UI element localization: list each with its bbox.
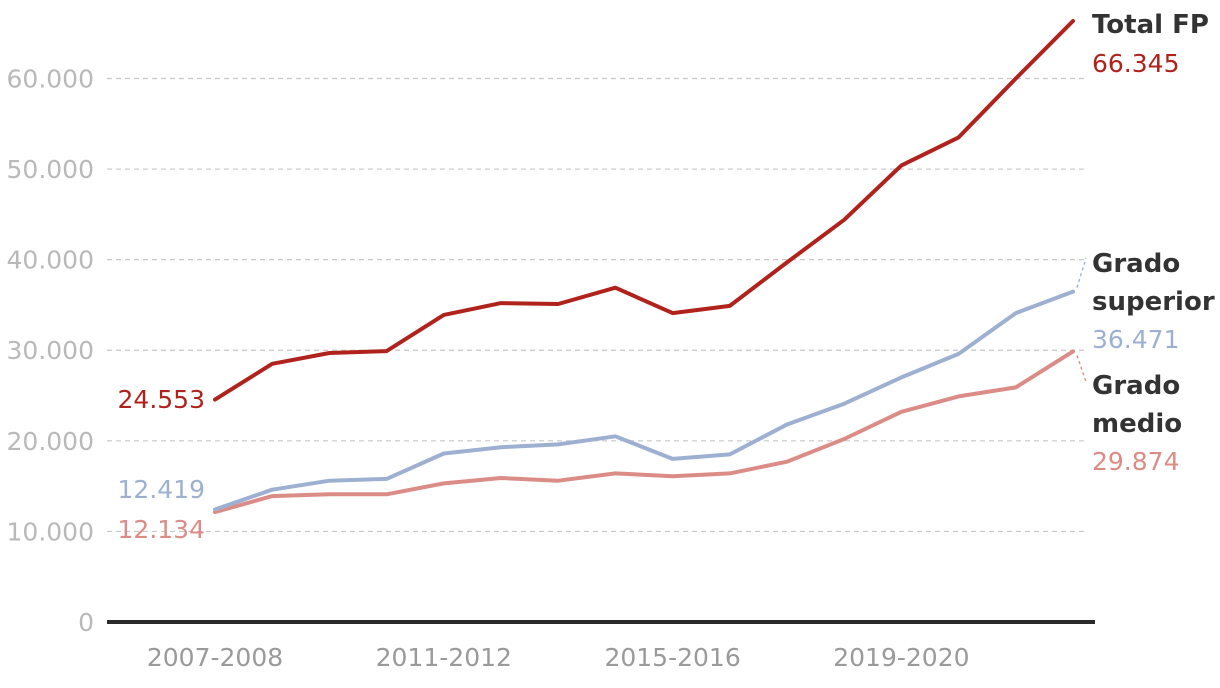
start-value-medio: 12.134 — [118, 515, 205, 544]
series-line-medio — [213, 349, 1075, 515]
y-tick-label: 10.000 — [7, 517, 94, 546]
y-tick-label: 40.000 — [7, 246, 94, 275]
y-axis-ticks: 0 10.000 20.000 30.000 40.000 50.000 60.000 — [7, 64, 94, 637]
series-labels: Total FP 66.345 24.553 Grado superior 36.471 1… — [118, 10, 1215, 544]
series-name-superior: superior — [1092, 287, 1215, 317]
x-axis-ticks: 2007-2008 2011-2012 2015-2016 2019-2020 — [147, 643, 970, 672]
y-tick-label: 60.000 — [7, 64, 94, 93]
y-tick-label: 0 — [78, 608, 94, 637]
series-name-medio: Grado — [1092, 371, 1180, 401]
leader-line-superior — [1076, 257, 1087, 288]
series-name-medio: medio — [1092, 409, 1182, 439]
start-value-superior: 12.419 — [118, 475, 205, 504]
y-tick-label: 20.000 — [7, 427, 94, 456]
x-tick-label: 2015-2016 — [604, 643, 740, 672]
end-value-total: 66.345 — [1092, 49, 1179, 78]
x-tick-label: 2007-2008 — [147, 643, 283, 672]
y-tick-label: 50.000 — [7, 155, 94, 184]
start-value-total: 24.553 — [118, 385, 205, 414]
leader-line-medio — [1076, 355, 1087, 383]
end-value-superior: 36.471 — [1092, 325, 1179, 354]
y-tick-label: 30.000 — [7, 336, 94, 365]
x-tick-label: 2019-2020 — [833, 643, 969, 672]
series-lines — [213, 19, 1075, 515]
x-tick-label: 2011-2012 — [376, 643, 512, 672]
series-name-superior: Grado — [1092, 249, 1180, 279]
series-name-total: Total FP — [1092, 10, 1209, 40]
series-line-superior — [213, 289, 1075, 512]
series-line-total — [213, 19, 1075, 402]
end-value-medio: 29.874 — [1092, 447, 1179, 476]
